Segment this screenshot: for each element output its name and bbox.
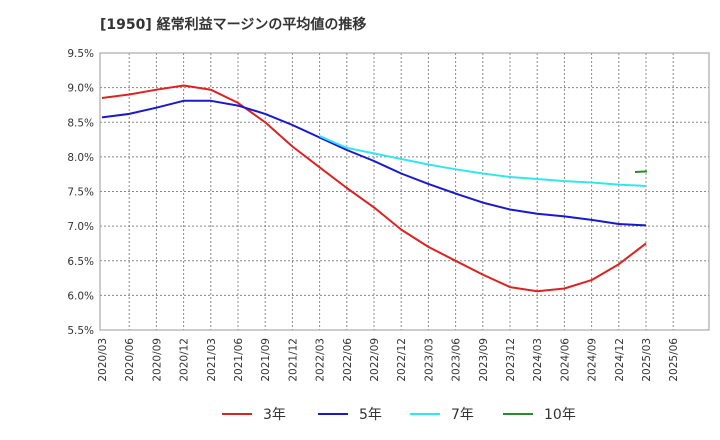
x-tick-label: 2025/06 — [668, 338, 680, 382]
grid-layer — [100, 53, 709, 330]
y-tick-label: 8.5% — [67, 117, 94, 129]
y-tick-label: 9.5% — [67, 48, 94, 60]
y-tick-label: 7.0% — [67, 221, 94, 233]
y-tick-label: 9.0% — [67, 83, 94, 95]
y-tick-label: 6.0% — [67, 290, 94, 302]
legend-label: 10年 — [544, 407, 576, 423]
series-line-7年 — [319, 135, 647, 187]
x-tick-label: 2024/12 — [614, 338, 626, 382]
x-tick-label: 2024/09 — [587, 338, 599, 382]
x-tick-label: 2022/03 — [315, 338, 327, 382]
x-tick-label: 2021/12 — [287, 338, 299, 382]
x-tick-label: 2025/03 — [641, 338, 653, 382]
x-tick-label: 2022/09 — [369, 338, 381, 382]
x-tick-label: 2022/12 — [396, 338, 408, 382]
legend: 3年 5年 7年 10年 — [222, 407, 576, 423]
chart-title: [1950] 経常利益マージンの平均値の推移 — [100, 17, 367, 33]
x-axis: 2020/03 2020/06 2020/09 2020/12 2021/03 2021/… — [97, 338, 680, 382]
y-axis: 5.5% 6.0% 6.5% 7.0% 7.5% 8.0% 8.5% 9.0% 9.5% — [67, 48, 94, 337]
x-tick-label: 2021/09 — [260, 338, 272, 382]
x-tick-label: 2022/06 — [342, 338, 354, 382]
x-tick-label: 2023/09 — [478, 338, 490, 382]
x-tick-label: 2023/06 — [451, 338, 463, 382]
x-tick-label: 2020/03 — [97, 338, 109, 382]
series-line-3年 — [101, 84, 647, 293]
x-tick-label: 2021/03 — [206, 338, 218, 382]
x-tick-label: 2023/03 — [423, 338, 435, 382]
legend-label: 5年 — [359, 407, 382, 423]
x-tick-label: 2024/03 — [532, 338, 544, 382]
x-tick-label: 2024/06 — [559, 338, 571, 382]
x-tick-label: 2023/12 — [505, 338, 517, 382]
series-layer — [101, 84, 648, 293]
x-tick-label: 2020/12 — [179, 338, 191, 382]
y-tick-label: 5.5% — [67, 325, 94, 337]
series-line-10年 — [634, 170, 648, 174]
x-tick-label: 2020/06 — [124, 338, 136, 382]
legend-label: 3年 — [263, 407, 286, 423]
legend-label: 7年 — [451, 407, 474, 423]
y-tick-label: 7.5% — [67, 187, 94, 199]
y-tick-label: 8.0% — [67, 152, 94, 164]
x-tick-label: 2020/09 — [151, 338, 163, 382]
plot-area-border — [99, 52, 710, 331]
y-tick-label: 6.5% — [67, 256, 94, 268]
series-line-5年 — [101, 99, 647, 227]
x-tick-label: 2021/06 — [233, 338, 245, 382]
